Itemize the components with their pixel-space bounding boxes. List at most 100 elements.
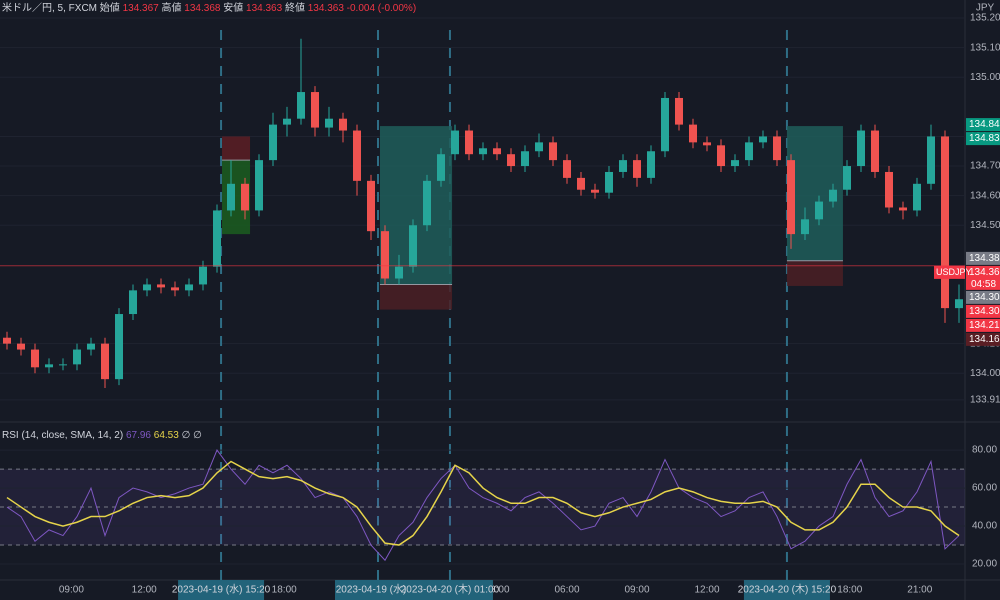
x-tick-label: 06:00 — [554, 585, 579, 596]
price-label-bg — [966, 304, 1000, 318]
candle-body — [689, 124, 697, 143]
candle-body — [437, 154, 445, 181]
candle-body — [213, 210, 221, 267]
legend-label: 高値 — [159, 1, 182, 14]
candle-body — [17, 343, 25, 350]
candle-body — [661, 97, 669, 152]
candle-body — [577, 177, 585, 190]
y-tick-label: 20.00 — [972, 559, 997, 570]
marker-label: 2023-04-19 (水) 21 — [336, 584, 421, 596]
candle-body — [619, 160, 627, 172]
legend-value: 134.367 — [120, 3, 159, 14]
x-tick-label: 21:00 — [907, 585, 932, 596]
marker-label: 2023-04-20 (木) 01:00 — [401, 584, 500, 596]
x-tick-label: 18:00 — [272, 585, 297, 596]
candle-body — [479, 148, 487, 155]
candle-body — [297, 92, 305, 119]
candle-body — [423, 180, 431, 226]
candle-body — [759, 136, 767, 143]
candle-body — [465, 130, 473, 155]
price-label: 134.388 — [969, 253, 1000, 264]
candle-body — [227, 183, 235, 211]
candle-body — [395, 266, 403, 279]
y-tick-label: 135.200 — [970, 13, 1000, 24]
x-tick-label: 09:00 — [59, 585, 84, 596]
x-tick-label: 03:00 — [484, 585, 509, 596]
candle-body — [633, 160, 641, 178]
candle-body — [241, 183, 249, 211]
symbol-title: 米ドル／円, 5, FXCM — [2, 1, 97, 14]
candle-body — [647, 151, 655, 178]
marker-label-bg — [406, 580, 493, 600]
price-label: 134.169 — [969, 334, 1000, 345]
candle-body — [591, 189, 599, 193]
y-tick-label: 134.700 — [970, 161, 1000, 172]
candle-body — [283, 118, 291, 125]
candle-body — [451, 130, 459, 155]
candle-body — [745, 142, 753, 161]
legend-label: 終値 — [282, 1, 305, 14]
candle-body — [717, 145, 725, 167]
candle-body — [675, 97, 683, 125]
position-stop — [222, 136, 251, 161]
position-stop — [786, 260, 843, 286]
candle-body — [143, 284, 151, 291]
candle-body — [857, 130, 865, 167]
y-tick-label: 80.00 — [972, 445, 997, 456]
price-label: 134.304 — [969, 292, 1000, 303]
candle-body — [955, 299, 963, 309]
marker-label: 2023-04-20 (木) 15:20 — [738, 584, 837, 596]
symbol-tag: USDJPY — [936, 267, 972, 277]
y-tick-label: 60.00 — [972, 483, 997, 494]
candle-body — [605, 171, 613, 193]
rsi-line — [6, 460, 960, 546]
price-label-bg — [966, 118, 1000, 132]
candle-body — [45, 364, 53, 368]
y-tick-label: 134.600 — [970, 190, 1000, 201]
candle-body — [521, 151, 529, 167]
symbol-tag-bg — [934, 265, 965, 279]
legend-label: 始値 — [97, 1, 120, 14]
candle-body — [367, 180, 375, 232]
candle-body — [549, 142, 557, 161]
candle-body — [31, 349, 39, 368]
candle-body — [171, 287, 179, 291]
marker-label-bg — [178, 580, 265, 600]
candle-body — [269, 124, 277, 161]
candle-body — [815, 201, 823, 220]
legend-label: 安値 — [220, 1, 243, 14]
legend-value: 134.363 — [305, 3, 344, 14]
candle-body — [913, 183, 921, 211]
price-label-bg — [966, 290, 1000, 304]
unit-label: JPY — [976, 3, 995, 14]
candle-body — [59, 364, 67, 366]
y-tick-label: 135.100 — [970, 42, 1000, 53]
candle-body — [871, 130, 879, 172]
rsi-title: RSI (14, close, SMA, 14, 2) — [2, 430, 123, 441]
candle-body — [885, 171, 893, 208]
candle-body — [115, 314, 123, 380]
marker-label: 2023-04-19 (水) 15:20 — [172, 584, 271, 596]
candle-body — [381, 231, 389, 279]
header: 米ドル／円, 5, FXCM 始値 134.367 高値 134.368 安値 … — [2, 1, 416, 14]
candle-body — [829, 189, 837, 202]
price-label-bg — [966, 265, 1000, 290]
candle-body — [73, 349, 81, 365]
candle-body — [563, 160, 571, 178]
price-label: 134.363 — [969, 267, 1000, 278]
x-tick-label: 12:00 — [694, 585, 719, 596]
legend-value: 134.368 — [182, 3, 221, 14]
candle-body — [703, 142, 711, 146]
rsi-header: RSI (14, close, SMA, 14, 2) 67.96 64.53 … — [2, 430, 202, 441]
candle-body — [801, 219, 809, 235]
price-countdown: 04:58 — [971, 279, 996, 290]
candle-body — [3, 337, 11, 344]
price-label: 134.217 — [969, 320, 1000, 331]
marker-label-bg — [743, 580, 830, 600]
candle-body — [87, 343, 95, 350]
candle-body — [199, 266, 207, 285]
y-tick-label: 40.00 — [972, 521, 997, 532]
